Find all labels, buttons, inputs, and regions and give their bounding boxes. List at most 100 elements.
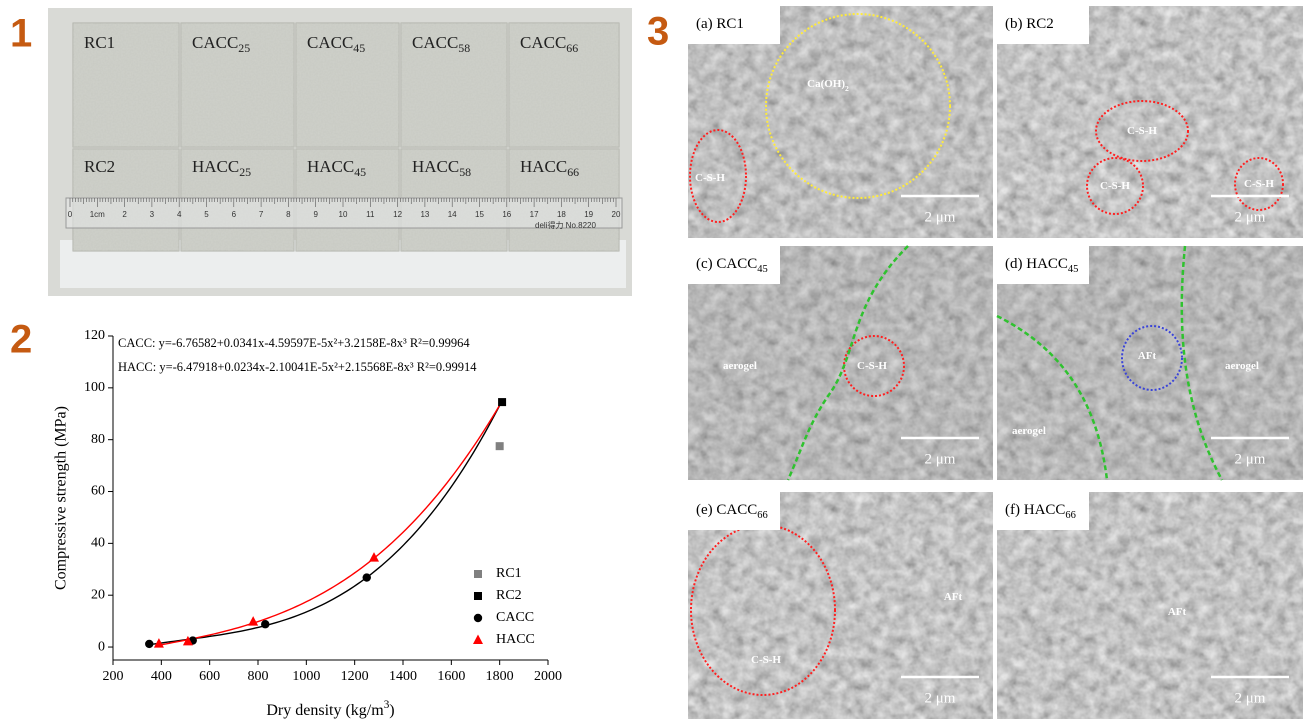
ruler-number: 18 <box>557 210 566 219</box>
panel-caption-sub: 45 <box>1068 264 1079 275</box>
block-label: HACC66 <box>520 157 579 179</box>
y-tick-label: 40 <box>91 536 105 551</box>
sem-annotation: C-S-H <box>1127 125 1157 137</box>
marker-triangle <box>473 634 483 644</box>
sem-texture <box>688 246 993 480</box>
ruler-number: 13 <box>420 210 429 219</box>
block-label-sub: 66 <box>566 41 578 55</box>
panel-caption: (d) HACC45 <box>1005 256 1078 275</box>
marker-circle <box>473 613 483 623</box>
sem-annotation-main: AFt <box>1138 350 1157 362</box>
block-label: HACC25 <box>192 157 251 179</box>
equation: CACC: y=-6.76582+0.0341x-4.59597E-5x²+3.… <box>118 336 470 350</box>
legend-label: RC2 <box>496 588 522 603</box>
ruler-number: 5 <box>204 210 209 219</box>
label-box <box>688 492 780 530</box>
ruler-number: 11 <box>366 210 375 219</box>
x-tick-label: 1800 <box>486 669 514 684</box>
legend: RC1 RC2 CACC HACC <box>473 566 535 647</box>
sem-annotation: C-S-H <box>1244 178 1274 190</box>
block-label-sub: 58 <box>459 165 471 179</box>
block-label: HACC45 <box>307 157 366 179</box>
highlight-ellipse <box>1086 157 1144 215</box>
sem-texture <box>688 6 993 238</box>
sem-panel: (f) HACC66 AFt 2 μm <box>997 492 1303 719</box>
sem-annotation-main: AFt <box>1168 606 1187 618</box>
block-label-sub: 45 <box>354 165 366 179</box>
sem-panel: (d) HACC45 AFt aerogel aerogel 2 μm <box>996 245 1303 481</box>
block-texture <box>296 23 399 147</box>
y-tick-label: 100 <box>84 380 105 395</box>
sem-annotation: C-S-H <box>1100 180 1130 192</box>
panel-caption: (c) CACC45 <box>696 256 768 275</box>
block-label-main: HACC <box>520 157 567 176</box>
block-label-sub: 58 <box>458 41 470 55</box>
highlight-ellipse <box>1095 100 1189 162</box>
sem-annotation: C-S-H <box>857 360 887 372</box>
y-tick-label: 20 <box>91 587 105 602</box>
panel-caption: (b) RC2 <box>1005 16 1054 32</box>
block-label: RC1 <box>84 33 115 52</box>
label-box <box>688 6 780 44</box>
ruler-number: 9 <box>313 210 318 219</box>
block-label-main: RC2 <box>84 157 115 176</box>
panel-caption: (e) CACC66 <box>696 502 768 521</box>
block-label: RC2 <box>84 157 115 176</box>
sem-annotation-main: C-S-H <box>695 172 725 184</box>
marker-square <box>495 442 504 451</box>
boundary-line <box>996 314 1109 481</box>
scale-label: 2 μm <box>925 209 956 225</box>
sem-annotation: C-S-H <box>751 654 781 666</box>
sem-texture <box>997 6 1303 238</box>
ruler-number: 6 <box>232 210 237 219</box>
highlight-ellipse <box>843 335 905 397</box>
block-label-main: CACC <box>412 33 458 52</box>
ruler-number: 7 <box>259 210 264 219</box>
block-texture <box>73 23 179 147</box>
x-tick-label: 200 <box>103 669 124 684</box>
label-box <box>688 246 780 284</box>
equation: HACC: y=-6.47918+0.0234x-2.10041E-5x²+2.… <box>118 360 477 374</box>
fit-curve <box>149 400 503 646</box>
block-label: CACC45 <box>307 33 365 55</box>
sem-annotation: aerogel <box>723 360 757 372</box>
ruler-number: 20 <box>612 210 621 219</box>
legend-label: CACC <box>496 610 534 625</box>
ruler-number: 3 <box>150 210 155 219</box>
sem-annotation-main: C-S-H <box>857 360 887 372</box>
block-label: HACC58 <box>412 157 471 179</box>
scale-label: 2 μm <box>925 451 956 467</box>
y-tick-label: 60 <box>91 484 105 499</box>
sem-annotation: aerogel <box>1225 360 1259 372</box>
sem-annotation: aerogel <box>1012 425 1046 437</box>
ruler-number: 16 <box>502 210 511 219</box>
marker-circle <box>362 573 371 582</box>
highlight-ellipse <box>689 129 747 223</box>
block-texture <box>509 23 619 147</box>
marker-circle <box>261 620 270 629</box>
fit-curve <box>158 400 503 646</box>
boundary-line <box>786 245 909 481</box>
ruler-number: 12 <box>393 210 402 219</box>
sem-annotation-main: Ca(OH) <box>807 78 845 90</box>
legend-label: RC1 <box>496 566 522 581</box>
label-box <box>997 6 1089 44</box>
panel-caption-sub: 66 <box>757 510 768 521</box>
panel-label: 3 <box>647 10 669 54</box>
sem-annotation-sub: 2 <box>845 84 849 93</box>
sem-annotation-main: aerogel <box>1012 425 1046 437</box>
highlight-ellipse <box>1121 325 1183 391</box>
block-label-main: HACC <box>307 157 354 176</box>
block-label-main: CACC <box>307 33 353 52</box>
marker-triangle <box>369 552 379 562</box>
sem-annotation: C-S-H <box>695 172 725 184</box>
sem-images: (a) RC1 Ca(OH)2 C-S-H 2 μm (b) RC2 C-S-H C-S-H… <box>688 6 1303 719</box>
y-tick-label: 0 <box>98 639 105 654</box>
x-tick-label: 600 <box>199 669 220 684</box>
ruler-number: 14 <box>448 210 457 219</box>
sem-annotation-main: aerogel <box>723 360 757 372</box>
marker-triangle <box>182 635 193 646</box>
panel-caption-sub: 45 <box>757 264 768 275</box>
marker-square <box>474 570 482 578</box>
